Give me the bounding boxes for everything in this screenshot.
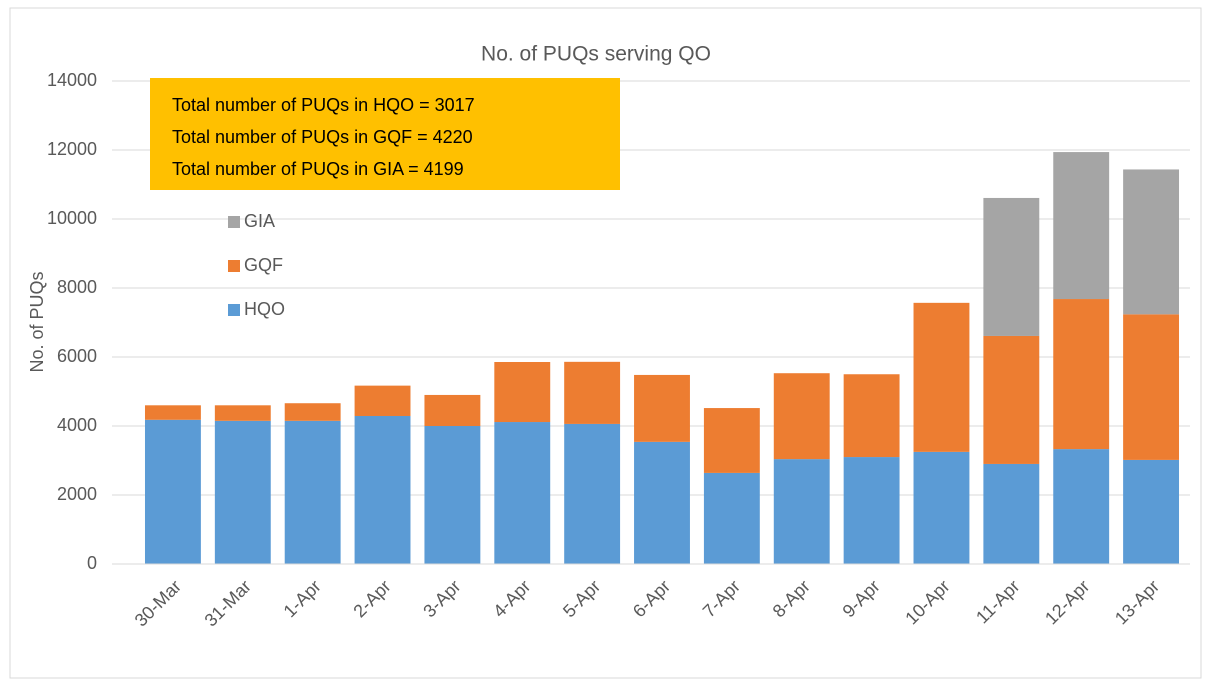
bar-segment xyxy=(144,405,201,420)
bar-segment xyxy=(1053,299,1110,450)
bar-segment xyxy=(564,423,621,564)
annotation-text: Total number of PUQs in GQF = 4220 xyxy=(172,127,473,147)
bar-segment xyxy=(634,441,690,564)
bar-segment xyxy=(144,419,201,564)
bar-segment xyxy=(843,457,900,564)
y-tick-label: 12000 xyxy=(47,139,97,159)
y-tick-label: 14000 xyxy=(47,70,97,90)
y-tick-label: 0 xyxy=(87,553,97,573)
chart-title: No. of PUQs serving QO xyxy=(481,43,711,66)
bar-segment xyxy=(913,451,970,564)
bar-segment xyxy=(983,197,1040,336)
legend-swatch xyxy=(228,304,240,316)
bar-segment xyxy=(214,420,271,564)
bar-segment xyxy=(843,374,900,458)
bar-segment xyxy=(284,403,341,421)
legend-swatch xyxy=(228,216,240,228)
bar-segment xyxy=(983,335,1040,464)
legend-label: HQO xyxy=(244,299,285,319)
y-tick-label: 6000 xyxy=(57,346,97,366)
bar-segment xyxy=(564,361,621,424)
bar-segment xyxy=(773,459,830,564)
y-tick-label: 4000 xyxy=(57,415,97,435)
y-axis-label: No. of PUQs xyxy=(27,271,47,372)
annotation-box xyxy=(150,78,620,190)
bar-segment xyxy=(424,426,481,564)
bar-segment xyxy=(214,405,271,421)
bar-segment xyxy=(1053,449,1110,564)
y-tick-label: 10000 xyxy=(47,208,97,228)
bar-segment xyxy=(354,415,411,564)
bar-segment xyxy=(1053,152,1110,300)
bar-segment xyxy=(983,463,1040,564)
bar-segment xyxy=(703,472,760,564)
legend-label: GQF xyxy=(244,255,283,275)
bar-segment xyxy=(703,408,760,473)
y-tick-label: 2000 xyxy=(57,484,97,504)
bar-segment xyxy=(1123,459,1180,564)
legend-label: GIA xyxy=(244,211,275,231)
annotation-text: Total number of PUQs in HQO = 3017 xyxy=(172,95,475,115)
bar-segment xyxy=(773,373,830,460)
bar-segment xyxy=(913,302,970,452)
annotation-text: Total number of PUQs in GIA = 4199 xyxy=(172,159,464,179)
bar-segment xyxy=(494,362,551,423)
bar-segment xyxy=(1123,169,1180,315)
bar-segment xyxy=(354,385,411,416)
bar-segment xyxy=(424,394,481,426)
bar-segment xyxy=(1123,314,1180,460)
bar-segment xyxy=(284,420,341,564)
bar-segment xyxy=(494,422,551,564)
bar-segment xyxy=(634,374,690,442)
legend-swatch xyxy=(228,260,240,272)
y-tick-label: 8000 xyxy=(57,277,97,297)
